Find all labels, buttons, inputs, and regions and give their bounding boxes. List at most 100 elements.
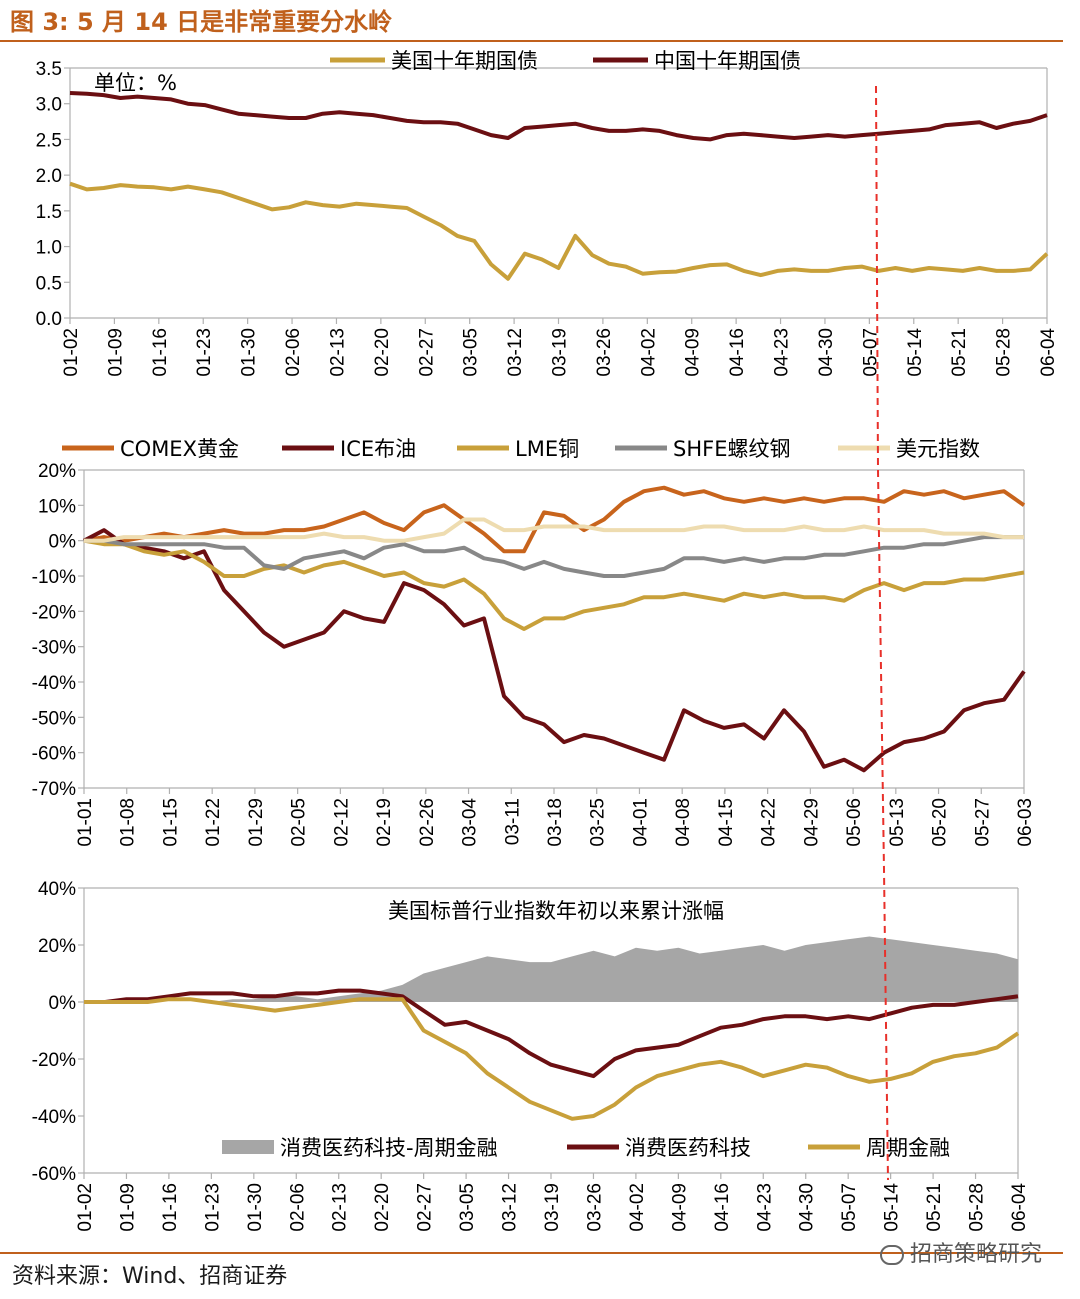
wechat-icon xyxy=(880,1245,904,1265)
y-tick-label: -50% xyxy=(32,708,76,729)
x-tick-label: 03-25 xyxy=(588,798,609,847)
y-tick-label: 40% xyxy=(38,879,76,900)
unit-note: 单位：% xyxy=(94,71,177,95)
x-tick-label: 03-12 xyxy=(505,328,526,377)
y-tick-label: -40% xyxy=(32,673,76,694)
x-tick-label: 04-30 xyxy=(816,328,837,377)
y-tick-label: 1.0 xyxy=(36,238,62,259)
x-tick-label: 05-28 xyxy=(967,1183,988,1232)
x-tick-label: 06-04 xyxy=(1009,1183,1030,1232)
x-tick-label: 05-07 xyxy=(839,1183,860,1232)
x-tick-label: 01-08 xyxy=(118,798,139,847)
legend-label-spread: 消费医药科技-周期金融 xyxy=(280,1136,498,1160)
y-tick-label: 3.5 xyxy=(36,59,62,80)
x-tick-label: 01-01 xyxy=(75,798,96,847)
x-tick-label: 06-03 xyxy=(1015,798,1036,847)
y-tick-label: -20% xyxy=(32,1050,76,1071)
y-tick-label: 2.0 xyxy=(36,166,62,187)
x-tick-label: 03-04 xyxy=(460,798,481,847)
x-tick-label: 04-22 xyxy=(759,798,780,847)
x-tick-label: 05-14 xyxy=(905,328,926,377)
title-rule xyxy=(0,40,1063,42)
x-tick-label: 05-07 xyxy=(860,328,881,377)
figure-title: 图 3: 5 月 14 日是非常重要分水岭 xyxy=(10,8,393,36)
x-tick-label: 01-09 xyxy=(117,1183,138,1232)
x-tick-label: 02-06 xyxy=(283,328,304,377)
x-tick-label: 03-05 xyxy=(457,1183,478,1232)
series-line-1 xyxy=(83,528,1026,773)
x-tick-label: 04-29 xyxy=(801,798,822,847)
y-tick-label: -30% xyxy=(32,638,76,659)
legend-label-cn-bond: 中国十年期国债 xyxy=(654,49,801,73)
y-tick-label: -20% xyxy=(32,602,76,623)
x-tick-label: 01-22 xyxy=(203,798,224,847)
y-tick-label: 0.0 xyxy=(36,309,62,330)
x-tick-label: 03-05 xyxy=(461,328,482,377)
y-tick-label: 3.0 xyxy=(36,95,62,116)
legend-label-3: SHFE螺纹钢 xyxy=(673,437,790,461)
x-tick-label: 01-16 xyxy=(150,328,171,377)
y-tick-label: -40% xyxy=(32,1107,76,1128)
x-tick-label: 01-09 xyxy=(105,328,126,377)
sp-sector-chart: 40% 20% 0% -20% -40% -60%01-02 01-09 01-16 01-23… xyxy=(32,879,1030,1232)
x-tick-label: 04-16 xyxy=(712,1183,733,1232)
x-tick-label: 05-27 xyxy=(972,798,993,847)
y-tick-label: 0% xyxy=(49,993,77,1014)
legend-label-1: ICE布油 xyxy=(340,437,416,461)
x-tick-label: 02-13 xyxy=(330,1183,351,1232)
watermark-text: 招商策略研究 xyxy=(910,1242,1043,1267)
x-tick-label: 04-01 xyxy=(630,798,651,847)
x-tick-label: 01-16 xyxy=(160,1183,181,1232)
x-tick-label: 02-20 xyxy=(372,1183,393,1232)
x-tick-label: 02-27 xyxy=(416,328,437,377)
series-line-1 xyxy=(69,91,1048,142)
x-tick-label: 02-27 xyxy=(415,1183,436,1232)
legend-label-2: LME铜 xyxy=(515,437,579,461)
legend-label-0: COMEX黄金 xyxy=(120,437,239,461)
x-tick-label: 02-13 xyxy=(327,328,348,377)
x-tick-label: 03-26 xyxy=(584,1183,605,1232)
x-tick-label: 03-11 xyxy=(502,798,523,845)
x-tick-label: 05-21 xyxy=(924,1183,945,1232)
y-tick-label: 0% xyxy=(49,532,77,553)
y-tick-label: -60% xyxy=(32,744,76,765)
x-tick-label: 01-29 xyxy=(246,798,267,847)
x-tick-label: 05-21 xyxy=(949,328,970,377)
x-tick-label: 03-12 xyxy=(500,1183,521,1232)
legend-label-us-bond: 美国十年期国债 xyxy=(391,49,538,73)
x-tick-label: 01-30 xyxy=(239,328,260,377)
x-tick-label: 03-26 xyxy=(594,328,615,377)
x-tick-label: 02-26 xyxy=(417,798,438,847)
x-tick-label: 04-09 xyxy=(669,1183,690,1232)
x-tick-label: 04-02 xyxy=(638,328,659,377)
x-tick-label: 05-13 xyxy=(887,798,908,847)
series-area-spread xyxy=(84,936,1018,1002)
bond-yield-chart: 3.5 3.0 2.5 2.0 1.5 1.0 0.5 0.001-02 01-09 01-16 0… xyxy=(36,49,1059,377)
y-tick-label: 0.5 xyxy=(36,273,62,294)
y-tick-label: -60% xyxy=(32,1164,76,1185)
series-line-1 xyxy=(84,988,1019,1079)
x-tick-label: 06-04 xyxy=(1038,328,1059,377)
watermark: 招商策略研究 xyxy=(880,1236,1042,1268)
x-tick-label: 05-20 xyxy=(930,798,951,847)
series-line-0 xyxy=(83,485,1026,554)
y-tick-label: 20% xyxy=(38,461,76,482)
legend-swatch-spread xyxy=(222,1140,274,1154)
y-tick-label: 1.5 xyxy=(36,202,62,223)
series-line-4 xyxy=(84,517,1024,543)
inner-title: 美国标普行业指数年初以来累计涨幅 xyxy=(388,899,724,923)
x-tick-label: 02-12 xyxy=(331,798,352,847)
x-tick-label: 03-19 xyxy=(550,328,571,377)
x-tick-label: 04-16 xyxy=(727,328,748,377)
series-line-2 xyxy=(83,538,1025,631)
x-tick-label: 04-15 xyxy=(716,798,737,847)
y-tick-label: 20% xyxy=(38,936,76,957)
x-tick-label: 04-09 xyxy=(683,328,704,377)
y-tick-label: -10% xyxy=(32,567,76,588)
series-line-0 xyxy=(69,181,1049,281)
x-tick-label: 04-30 xyxy=(797,1183,818,1232)
x-tick-label: 03-19 xyxy=(542,1183,563,1232)
x-tick-label: 01-23 xyxy=(194,328,215,377)
legend-label-consumer: 消费医药科技 xyxy=(625,1136,751,1160)
x-tick-label: 05-06 xyxy=(844,798,865,847)
